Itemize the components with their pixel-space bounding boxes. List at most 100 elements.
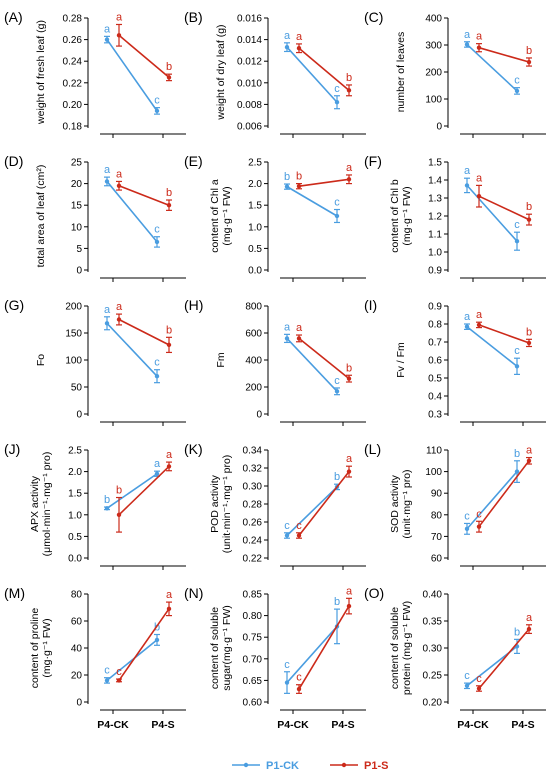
significance-letter: a (284, 321, 291, 333)
y-axis-label: Fo (35, 354, 47, 366)
significance-letter: c (154, 357, 160, 369)
y-tick-label: 15 (71, 201, 83, 212)
significance-letter: b (166, 187, 172, 199)
series-s: ca (296, 585, 353, 694)
y-tick-label: 80 (431, 510, 443, 521)
y-axis-label: content of Chl a (209, 179, 221, 253)
y-tick-label: 0.5 (68, 532, 82, 543)
y-tick-label: 150 (65, 329, 82, 340)
series-line (118, 465, 170, 516)
series-line (466, 43, 518, 92)
data-point (166, 342, 172, 348)
y-tick-label: 60 (71, 617, 83, 628)
series-s: ab (296, 31, 352, 97)
series-s: ba (116, 449, 173, 533)
significance-letter: a (464, 165, 471, 177)
significance-letter: c (514, 75, 520, 87)
data-point (284, 336, 290, 341)
significance-letter: c (296, 672, 302, 684)
data-point (514, 239, 520, 244)
data-point (154, 637, 160, 643)
significance-letter: b (514, 448, 520, 460)
series-ck: ac (464, 165, 520, 251)
y-axis-label: Fv / Fm (395, 342, 407, 378)
y-tick-label: 1.0 (248, 222, 262, 233)
y-tick-label: 1.2 (428, 212, 442, 223)
y-tick-label: 1.5 (428, 158, 442, 169)
significance-letter: a (476, 309, 483, 321)
data-point (346, 88, 352, 93)
data-point (284, 44, 290, 50)
y-tick-label: 0.65 (243, 676, 263, 687)
panel-F: (F) 0.9 1.0 1.1 1.2 1.3 1.4 1.5 content of Chl b… (364, 153, 546, 282)
y-tick-label: 200 (65, 302, 82, 313)
series-s: ab (116, 168, 172, 211)
data-point (464, 183, 470, 188)
y-tick-label: 80 (71, 590, 83, 601)
y-tick-label: 0.3 (428, 410, 442, 421)
y-tick-label: 0 (76, 698, 82, 709)
significance-letter: c (476, 508, 482, 520)
significance-letter: c (334, 83, 340, 95)
data-point (476, 194, 482, 199)
significance-letter: b (334, 596, 340, 608)
panel-A: (A) 0.18 0.20 0.22 0.24 0.26 0.28 weight of fre… (4, 9, 186, 138)
y-tick-label: 0.008 (237, 100, 262, 111)
y-tick-label: 1.0 (428, 248, 442, 259)
x-tick-label: P4-S (151, 719, 174, 731)
data-point (346, 177, 352, 182)
y-axis-label: (unit·min⁻¹·mg⁻¹ pro) (221, 455, 233, 554)
data-point (284, 184, 290, 189)
panel-label: (A) (4, 9, 23, 25)
significance-letter: a (166, 449, 173, 461)
series-ck: ac (104, 23, 160, 115)
significance-letter: a (116, 301, 123, 313)
y-axis-label: Fm (215, 352, 227, 367)
significance-letter: a (526, 445, 533, 457)
y-tick-label: 1.5 (68, 489, 82, 500)
y-tick-label: 0.60 (243, 698, 263, 709)
series-s: ca (296, 453, 353, 539)
y-tick-label: 20 (71, 671, 83, 682)
series-ck: cb (284, 596, 340, 694)
data-point (476, 524, 482, 529)
series-line (466, 184, 518, 242)
significance-letter: c (154, 95, 160, 107)
series-s: ba (296, 162, 353, 190)
data-point (296, 183, 302, 189)
y-tick-label: 0.26 (243, 518, 263, 529)
data-point (296, 46, 302, 51)
series-line (286, 185, 338, 217)
y-axis-label: (mg·g⁻¹ FW) (221, 186, 233, 245)
y-tick-label: 0.014 (237, 35, 262, 46)
y-tick-label: 300 (425, 41, 442, 52)
y-tick-label: 40 (71, 644, 83, 655)
data-point (116, 678, 122, 683)
significance-letter: b (166, 61, 172, 73)
significance-letter: a (346, 585, 353, 597)
panel-K: (K) 0.22 0.24 0.26 0.28 0.30 0.32 0.34 POD activ… (184, 441, 366, 570)
significance-letter: b (154, 622, 160, 634)
significance-letter: b (526, 326, 532, 338)
series-line (478, 628, 530, 690)
significance-letter: c (116, 666, 122, 678)
data-point (526, 340, 532, 346)
significance-letter: c (284, 659, 290, 671)
series-ck: cb (284, 471, 340, 539)
y-tick-label: 10 (71, 222, 83, 233)
significance-letter: a (104, 164, 111, 176)
significance-letter: b (346, 72, 352, 84)
y-tick-label: 5 (76, 244, 82, 255)
panel-label: (L) (364, 441, 381, 457)
panel-label: (B) (184, 9, 203, 25)
panel-label: (I) (364, 297, 377, 313)
y-tick-label: 0.20 (63, 100, 83, 111)
y-axis-label: weight of fresh leaf (g) (35, 20, 47, 125)
y-tick-label: 0.24 (63, 57, 83, 68)
significance-letter: a (526, 612, 533, 624)
panel-J: (J) 0.0 0.5 1.0 1.5 2.0 2.5 APX activity (μmol·m… (4, 441, 186, 570)
series-line (286, 46, 338, 103)
